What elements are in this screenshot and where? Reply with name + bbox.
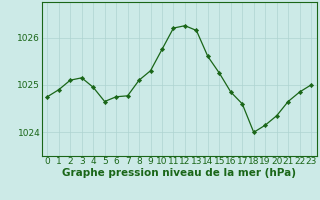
X-axis label: Graphe pression niveau de la mer (hPa): Graphe pression niveau de la mer (hPa) <box>62 168 296 178</box>
